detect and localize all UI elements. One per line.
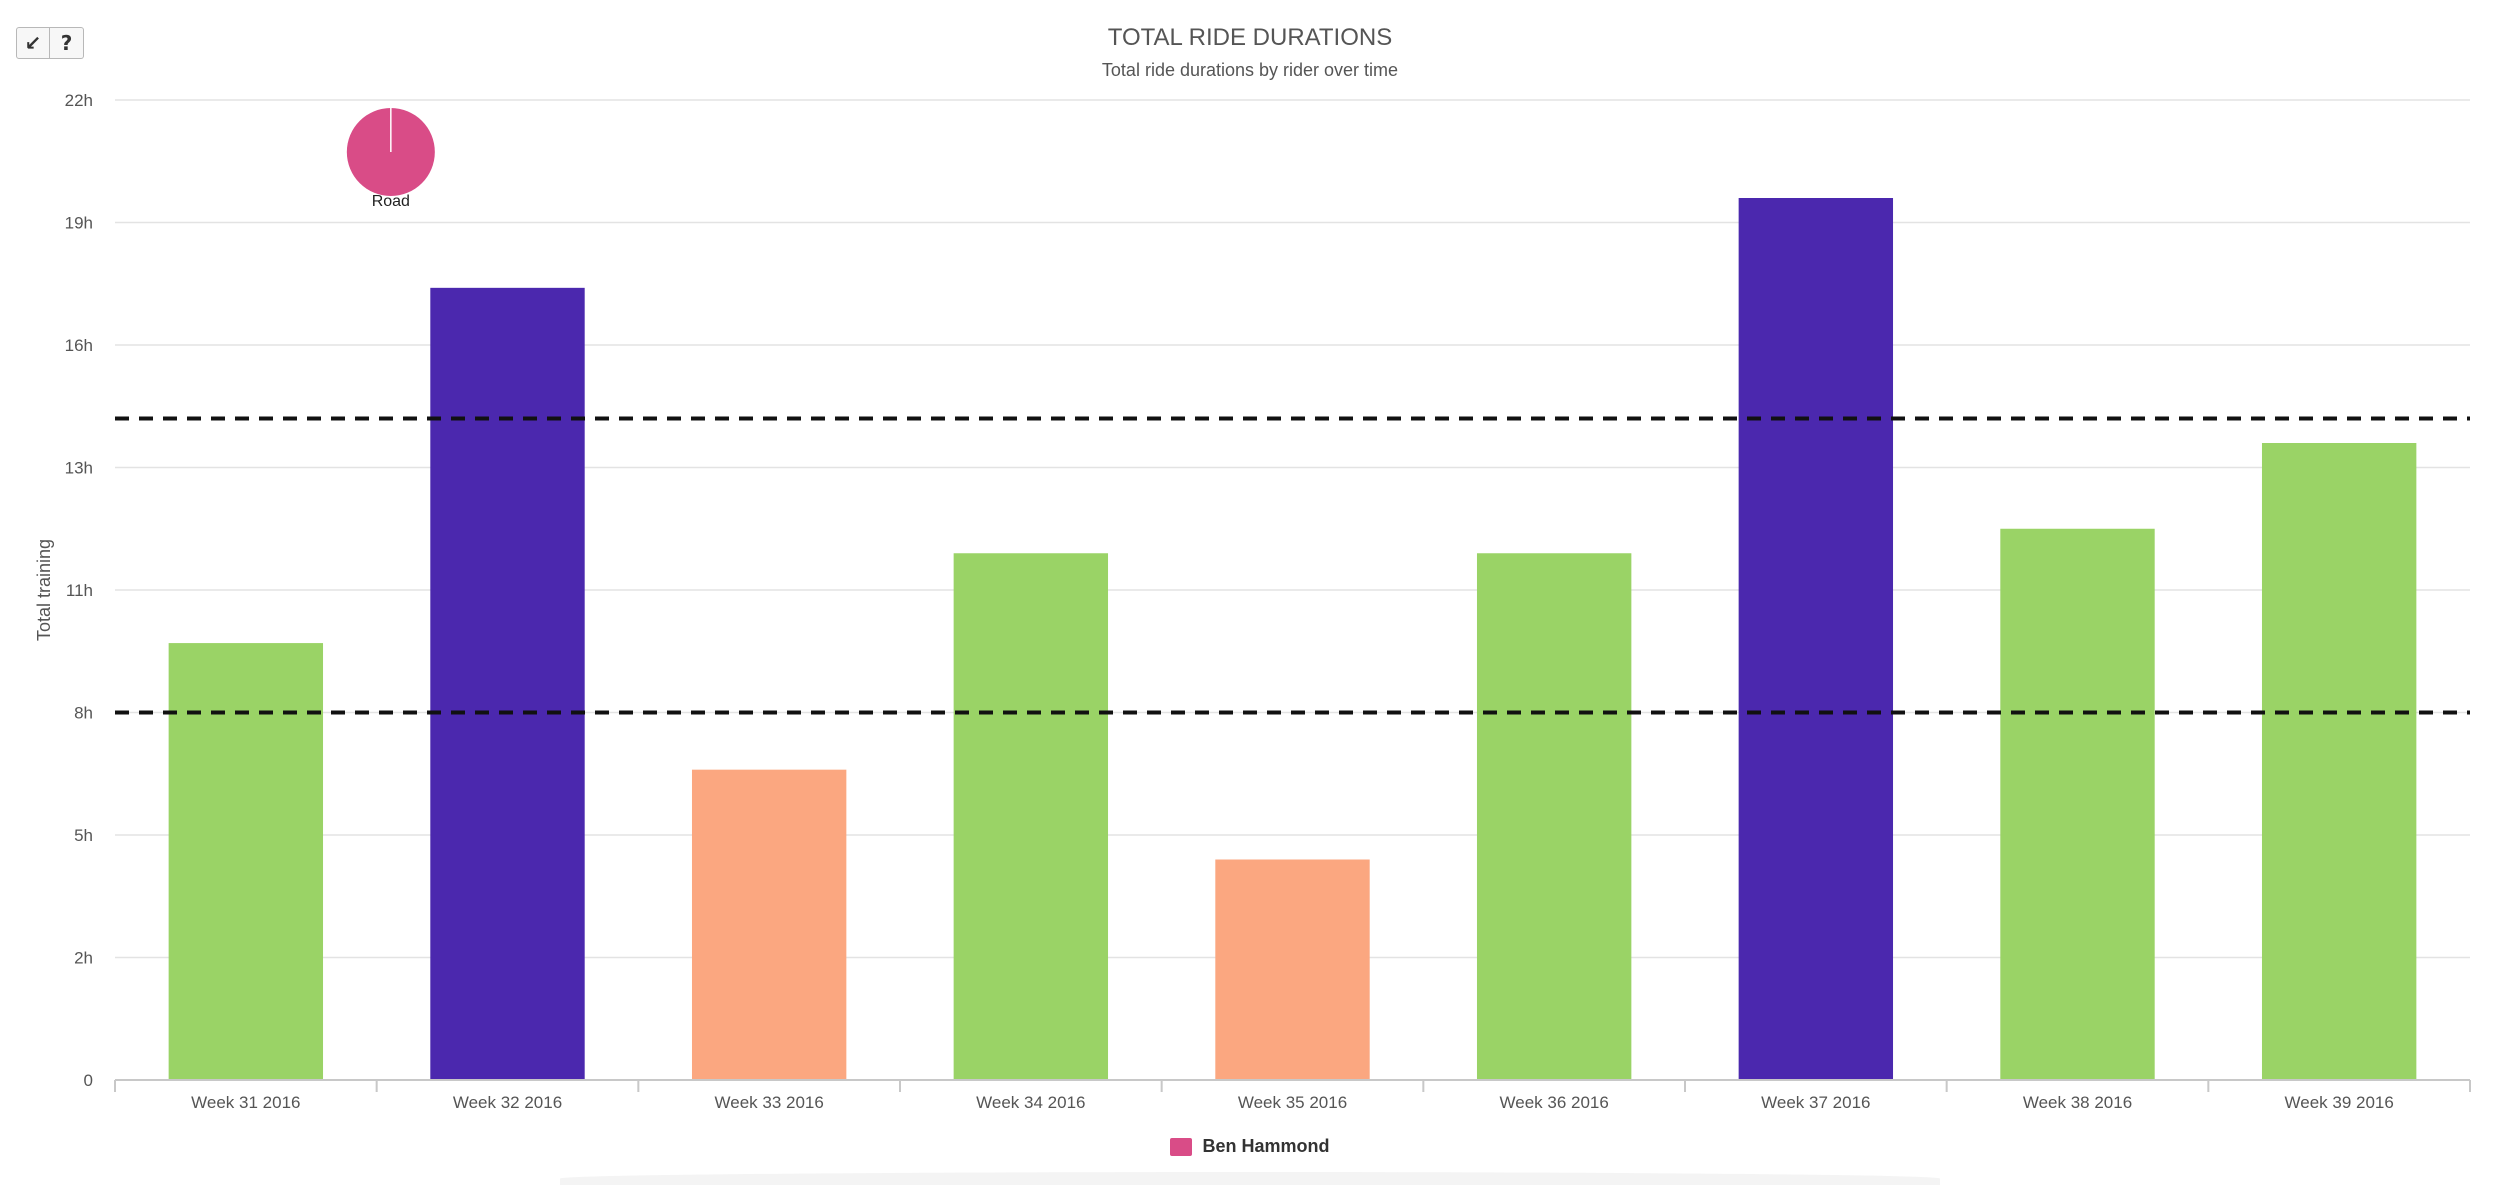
- bar: [1215, 859, 1370, 1080]
- y-axis-label: Total training: [34, 539, 54, 641]
- x-tick-label: Week 35 2016: [1238, 1093, 1347, 1112]
- y-tick-label: 13h: [65, 459, 93, 478]
- x-tick-label: Week 38 2016: [2023, 1093, 2132, 1112]
- x-tick-label: Week 32 2016: [453, 1093, 562, 1112]
- legend[interactable]: Ben Hammond: [0, 1136, 2500, 1157]
- bottom-shadow: [560, 1172, 1940, 1185]
- y-tick-label: 16h: [65, 336, 93, 355]
- x-tick-label: Week 33 2016: [715, 1093, 824, 1112]
- y-tick-label: 2h: [74, 949, 93, 968]
- help-button[interactable]: ?: [50, 27, 84, 59]
- y-tick-label: 0: [84, 1071, 93, 1090]
- bar: [2000, 528, 2155, 1080]
- bar: [691, 769, 847, 1080]
- x-tick-label: Week 31 2016: [191, 1093, 300, 1112]
- chart-title: TOTAL RIDE DURATIONS: [1107, 24, 1393, 51]
- bar: [2261, 443, 2417, 1080]
- y-tick-label: 8h: [74, 704, 93, 723]
- y-tick-label: 19h: [65, 214, 93, 233]
- chart-toolbar: ↙ ?: [16, 27, 84, 59]
- collapse-icon[interactable]: ↙: [16, 27, 50, 59]
- pie-label: Road: [372, 193, 410, 210]
- x-tick-label: Week 36 2016: [1500, 1093, 1609, 1112]
- chart-subtitle: Total ride durations by rider over time: [1101, 60, 1399, 80]
- bar: [168, 643, 324, 1080]
- x-tick-label: Week 37 2016: [1761, 1093, 1870, 1112]
- x-tick-label: Week 34 2016: [976, 1093, 1085, 1112]
- y-tick-label: 22h: [65, 91, 93, 110]
- legend-swatch: [1170, 1137, 1193, 1156]
- bar: [430, 287, 585, 1080]
- bar-chart: 0 2h 5h 8h 11h 13h 16h 19h 22h Total training Week…: [34, 91, 2471, 1112]
- bar: [1738, 198, 1894, 1080]
- x-tick-label: Week 39 2016: [2285, 1093, 2394, 1112]
- legend-label: Ben Hammond: [1202, 1136, 1330, 1156]
- bar: [1476, 553, 1632, 1080]
- y-tick-label: 11h: [66, 581, 93, 600]
- y-tick-label: 5h: [74, 826, 93, 845]
- bar: [953, 553, 1109, 1080]
